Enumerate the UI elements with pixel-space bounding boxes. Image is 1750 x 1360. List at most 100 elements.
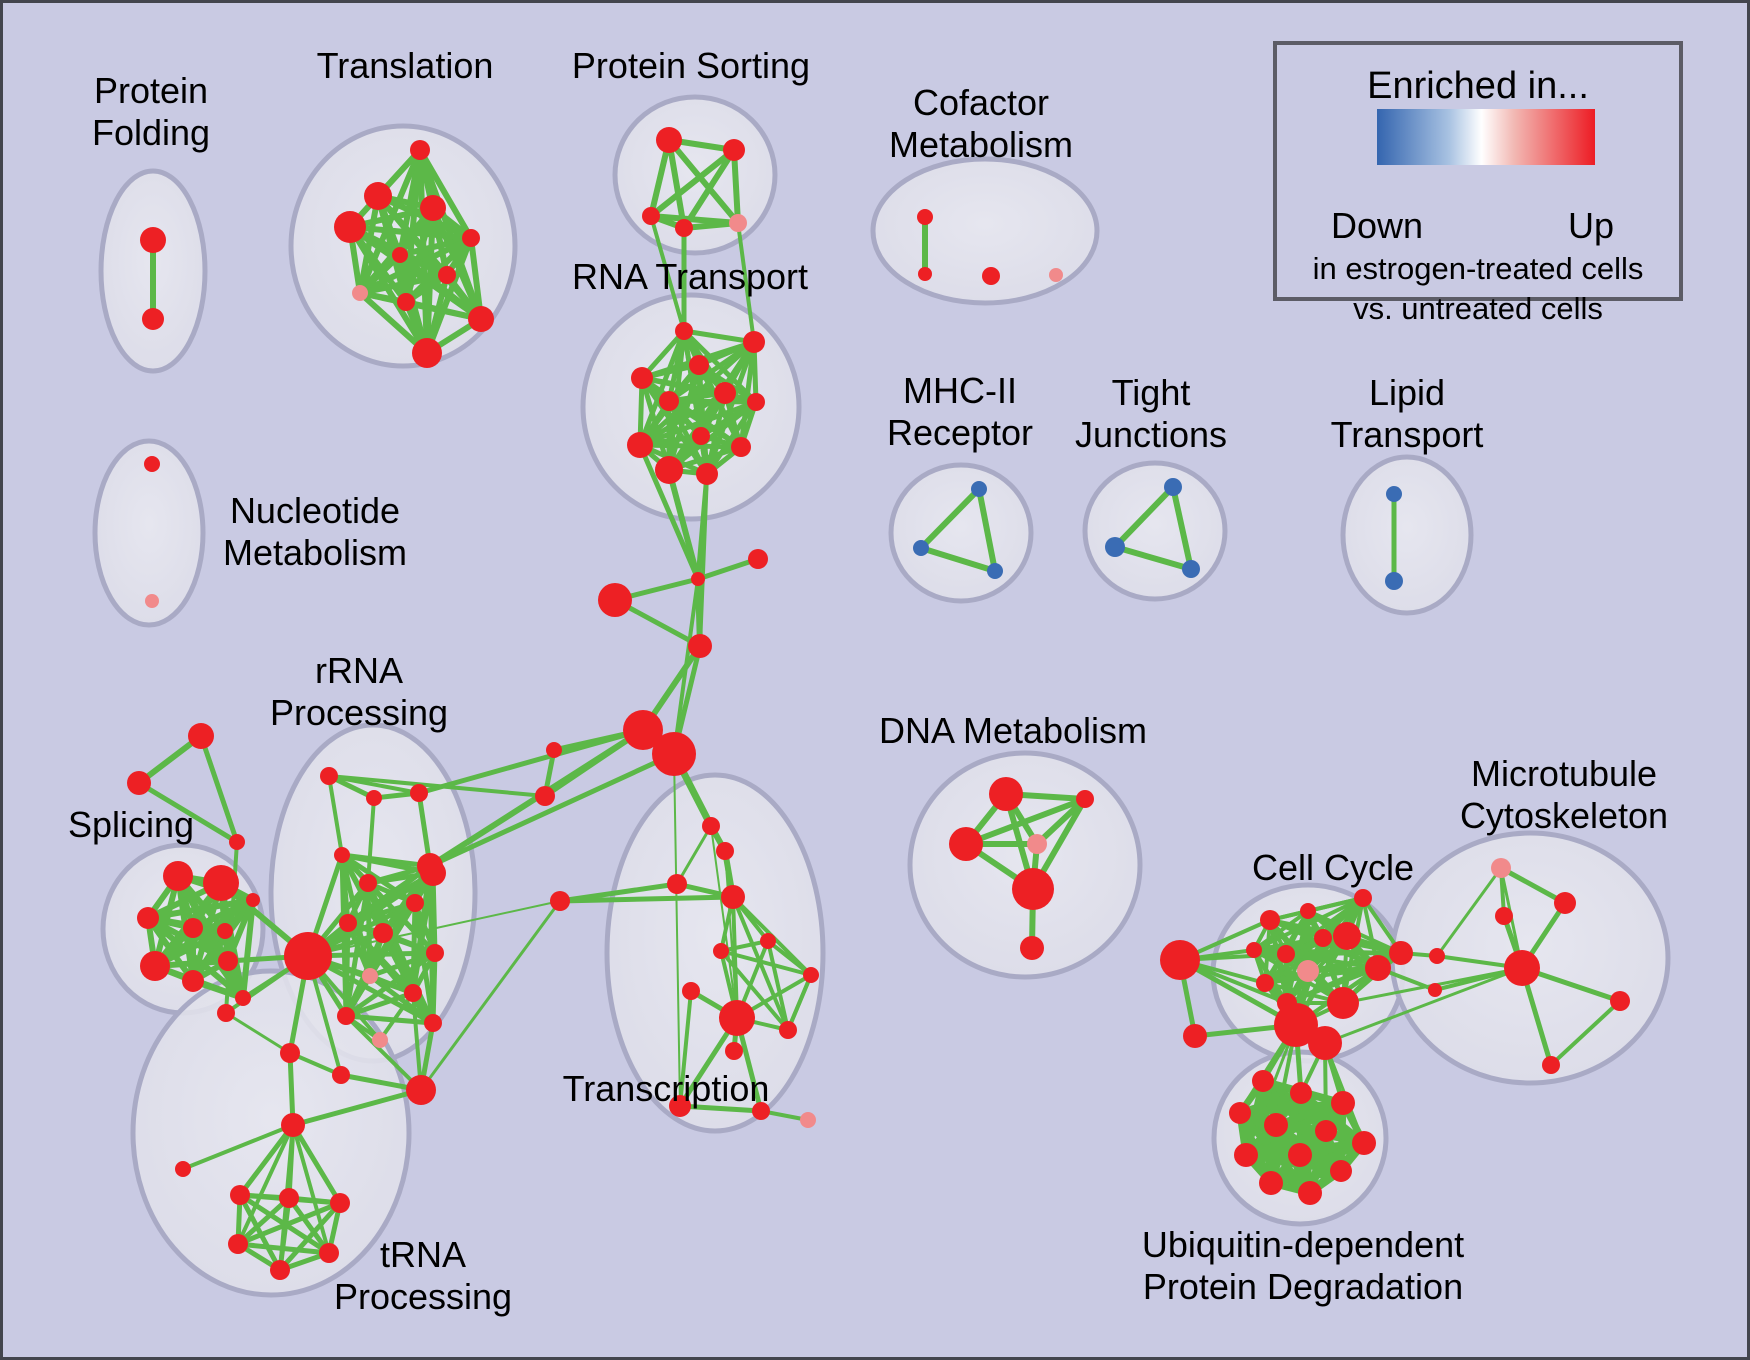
- gene-set-node-m2: [1554, 892, 1576, 914]
- gene-set-node-st2: [127, 771, 151, 795]
- gene-set-node-cm1: [917, 209, 933, 225]
- gene-set-node-cc4: [1246, 942, 1262, 958]
- edge: [678, 989, 693, 1108]
- gene-set-node-s5: [217, 923, 233, 939]
- gene-set-node-cc10: [1365, 955, 1391, 981]
- gene-set-node-cc2: [1300, 903, 1316, 919]
- edge: [366, 796, 376, 885]
- cluster-label-splicing: Splicing: [68, 804, 194, 845]
- edge: [277, 1200, 343, 1273]
- edge: [666, 137, 687, 231]
- gene-set-node-m3: [1495, 907, 1513, 925]
- cluster-label-mhc-ii-receptor: MHC-II Receptor: [887, 370, 1033, 453]
- gene-set-node-s2: [203, 865, 239, 901]
- gene-set-node-tr7: [319, 1243, 339, 1263]
- edge: [152, 897, 256, 969]
- gene-set-node-pf2: [142, 308, 164, 330]
- edge: [240, 897, 256, 1001]
- gene-set-node-rt6: [714, 382, 736, 404]
- gene-set-node-r15: [337, 1007, 355, 1025]
- gene-set-node-x4: [721, 885, 745, 909]
- gene-set-node-x14: [752, 1102, 770, 1120]
- gene-set-node-r21: [417, 853, 443, 879]
- gene-set-node-x8: [803, 967, 819, 983]
- gene-set-node-t8: [352, 285, 368, 301]
- cluster-label-nucleotide-metabolism: Nucleotide Metabolism: [223, 490, 407, 573]
- edge: [468, 235, 484, 322]
- gene-set-node-d2: [1076, 790, 1094, 808]
- gene-set-node-d3: [949, 827, 983, 861]
- edge: [327, 774, 547, 798]
- gene-set-node-r4: [334, 847, 350, 863]
- cluster-label-rrna-processing: rRNA Processing: [270, 650, 448, 733]
- edge: [286, 1195, 332, 1256]
- edge: [963, 796, 1088, 847]
- gene-set-node-cm2: [918, 267, 932, 281]
- legend-gradient-bar: [1377, 109, 1595, 165]
- edge: [339, 852, 433, 869]
- gene-set-node-ch1: [691, 572, 705, 586]
- legend-subtitle-line1: in estrogen-treated cells: [1312, 251, 1644, 286]
- gene-set-node-x2: [716, 842, 734, 860]
- cluster-ellipse-cofactor-metabolism: [870, 156, 1100, 306]
- gene-set-node-r8: [373, 923, 393, 943]
- edge: [343, 950, 438, 1019]
- edge: [378, 991, 415, 1042]
- gene-set-node-cc12: [1354, 889, 1372, 907]
- gene-set-node-m4: [1504, 950, 1540, 986]
- gene-set-node-u8: [1234, 1143, 1258, 1167]
- gene-set-node-ch3: [598, 583, 632, 617]
- gene-set-node-cc7: [1256, 974, 1274, 992]
- cluster-label-protein-folding: Protein Folding: [92, 70, 210, 153]
- edge: [1323, 966, 1524, 1045]
- edge: [1549, 999, 1622, 1067]
- gene-set-node-x6: [713, 943, 729, 959]
- edge: [681, 147, 737, 231]
- gene-set-node-u11: [1259, 1171, 1283, 1195]
- gene-set-node-t5: [462, 229, 480, 247]
- gene-set-node-r3: [410, 784, 428, 802]
- edge: [1170, 484, 1194, 572]
- edge: [345, 920, 436, 1026]
- legend-box: Enriched in... Down Up in estrogen-treat…: [1273, 41, 1683, 326]
- gene-set-node-lh2: [535, 786, 555, 806]
- cluster-ellipse-lipid-transport: [1340, 454, 1474, 616]
- cluster-label-rna-transport: RNA Transport: [572, 256, 808, 297]
- cluster-label-translation: Translation: [317, 45, 494, 86]
- gene-set-node-cc1: [1260, 910, 1280, 930]
- edge: [719, 949, 813, 977]
- edge: [677, 1103, 764, 1114]
- cluster-label-microtubule-cytoskeleton: Microtubule Cytoskeleton: [1460, 753, 1668, 836]
- gene-set-node-ch4: [688, 634, 712, 658]
- gene-set-node-nm2: [145, 594, 159, 608]
- cluster-label-transcription: Transcription: [563, 1068, 770, 1109]
- gene-set-node-cc3: [1333, 922, 1361, 950]
- gene-set-node-tr3: [230, 1185, 250, 1205]
- edge: [290, 1087, 424, 1128]
- gene-set-node-mh3: [987, 563, 1003, 579]
- edge: [976, 486, 998, 574]
- gene-set-node-rt8: [692, 427, 710, 445]
- gene-set-node-s8: [218, 951, 238, 971]
- gene-set-node-u9: [1288, 1143, 1312, 1167]
- gene-set-node-r9: [362, 968, 378, 984]
- edge: [666, 399, 759, 473]
- gene-set-node-s4: [183, 918, 203, 938]
- gene-set-node-r2: [366, 790, 382, 806]
- edge: [1252, 896, 1365, 952]
- gene-set-node-rt4: [689, 355, 709, 375]
- gene-set-node-t2: [364, 182, 392, 210]
- gene-set-node-d6: [1020, 936, 1044, 960]
- gene-set-node-r17: [332, 1066, 350, 1084]
- gene-set-node-cj1: [1274, 1003, 1318, 1047]
- gene-set-node-r20: [217, 1004, 235, 1022]
- gene-set-node-u3: [1331, 1091, 1355, 1115]
- cluster-label-cell-cycle: Cell Cycle: [1252, 847, 1414, 888]
- gene-set-node-x1: [702, 817, 720, 835]
- edge: [637, 399, 759, 448]
- gene-set-node-cc0: [1160, 940, 1200, 980]
- edge: [724, 850, 738, 1019]
- gene-set-node-cm3: [982, 267, 1000, 285]
- edge: [704, 399, 759, 477]
- edge: [1112, 484, 1176, 550]
